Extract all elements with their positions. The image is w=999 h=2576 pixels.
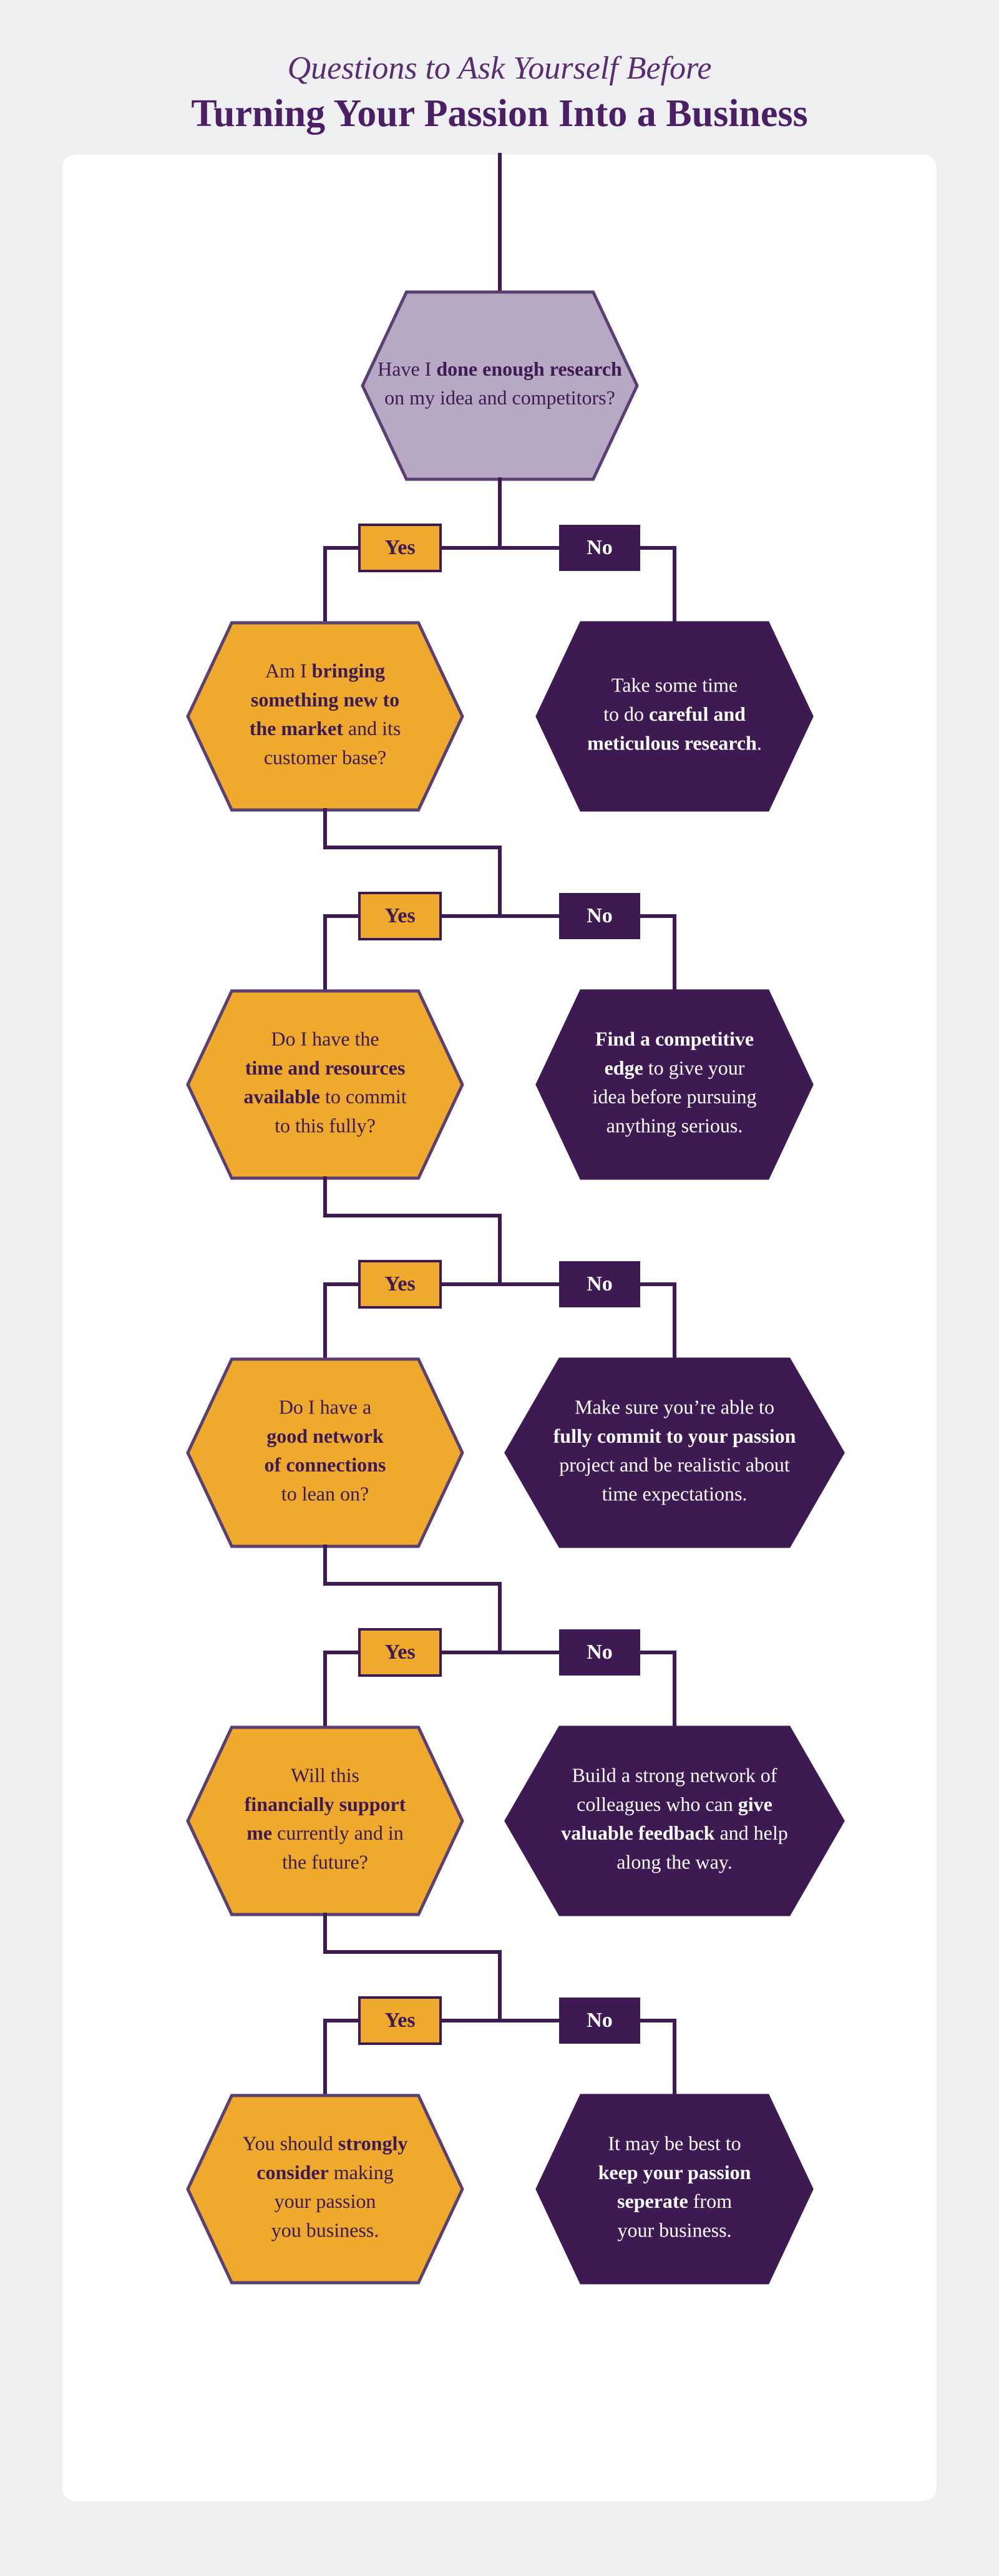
node-start: Have I done enough research on my idea an… bbox=[363, 292, 637, 479]
svg-text:on my idea and competitors?: on my idea and competitors? bbox=[384, 387, 615, 409]
svg-text:seperate from: seperate from bbox=[617, 2190, 732, 2213]
svg-text:Do I have the: Do I have the bbox=[271, 1028, 379, 1050]
yes-button: Yes bbox=[359, 1261, 441, 1307]
node-q5: Will this financially support me currently… bbox=[188, 1727, 462, 1915]
svg-text:idea before pursuing: idea before pursuing bbox=[592, 1086, 756, 1108]
svg-text:the market and its: the market and its bbox=[249, 718, 401, 740]
svg-text:your business.: your business. bbox=[617, 2219, 731, 2242]
svg-text:keep your passion: keep your passion bbox=[598, 2161, 751, 2183]
node-a3: Make sure you’re able to fully commit to … bbox=[506, 1359, 843, 1546]
svg-text:available to commit: available to commit bbox=[243, 1086, 406, 1108]
svg-text:along the way.: along the way. bbox=[616, 1851, 732, 1873]
svg-text:time and resources: time and resources bbox=[245, 1056, 405, 1079]
node-a2: Find a competitive edge to give your idea … bbox=[537, 991, 812, 1178]
svg-text:Yes: Yes bbox=[384, 2009, 415, 2032]
svg-text:Have I done enough research: Have I done enough research bbox=[378, 358, 622, 380]
yes-button: Yes bbox=[359, 1998, 441, 2044]
node-q4: Do I have a good network of connections to … bbox=[188, 1359, 462, 1546]
yes-button: Yes bbox=[359, 1629, 441, 1676]
node-q2: Am I bringing something new to the market … bbox=[188, 623, 462, 810]
svg-text:project and be realistic about: project and be realistic about bbox=[559, 1454, 790, 1476]
svg-text:Find a competitive: Find a competitive bbox=[595, 1028, 753, 1050]
svg-text:you business.: you business. bbox=[271, 2219, 378, 2242]
no-button: No bbox=[559, 525, 640, 571]
svg-text:financially support: financially support bbox=[244, 1793, 406, 1815]
svg-text:No: No bbox=[587, 1641, 613, 1664]
svg-text:Make sure you’re able to: Make sure you’re able to bbox=[575, 1396, 774, 1418]
title-line-2: Turning Your Passion Into a Business bbox=[62, 92, 937, 136]
svg-text:colleagues who can give: colleagues who can give bbox=[577, 1793, 772, 1815]
node-a4: Build a strong network of colleagues who … bbox=[506, 1727, 843, 1915]
no-button: No bbox=[559, 893, 640, 939]
svg-text:of connections: of connections bbox=[264, 1454, 386, 1476]
svg-text:consider making: consider making bbox=[256, 2161, 394, 2183]
title-line-1: Questions to Ask Yourself Before bbox=[62, 50, 937, 87]
svg-text:No: No bbox=[587, 536, 613, 559]
svg-text:to lean on?: to lean on? bbox=[281, 1483, 368, 1505]
svg-text:edge to give your: edge to give your bbox=[604, 1056, 744, 1079]
svg-text:Will this: Will this bbox=[291, 1764, 359, 1787]
svg-text:Take some time: Take some time bbox=[611, 674, 737, 696]
svg-text:meticulous research.: meticulous research. bbox=[587, 732, 762, 754]
svg-text:Do I have a: Do I have a bbox=[278, 1396, 371, 1418]
no-button: No bbox=[559, 1998, 640, 2044]
svg-text:to this fully?: to this fully? bbox=[275, 1115, 376, 1137]
svg-text:something new to: something new to bbox=[250, 688, 399, 711]
flowchart: Have I done enough research on my idea an… bbox=[100, 155, 899, 2451]
svg-text:Yes: Yes bbox=[384, 1272, 415, 1295]
svg-text:customer base?: customer base? bbox=[263, 746, 386, 769]
no-button: No bbox=[559, 1629, 640, 1676]
node-r_no: It may be best to keep your passion sepera… bbox=[537, 2095, 812, 2283]
svg-text:Yes: Yes bbox=[384, 904, 415, 927]
node-r_yes: You should strongly consider making your p… bbox=[188, 2095, 462, 2283]
svg-text:Build a strong network of: Build a strong network of bbox=[572, 1764, 777, 1787]
svg-text:your passion: your passion bbox=[274, 2190, 376, 2213]
svg-text:time expectations.: time expectations. bbox=[602, 1483, 747, 1505]
svg-text:good network: good network bbox=[266, 1425, 384, 1447]
flowchart-card: Have I done enough research on my idea an… bbox=[62, 155, 937, 2501]
svg-text:Yes: Yes bbox=[384, 1641, 415, 1664]
yes-button: Yes bbox=[359, 525, 441, 571]
svg-text:It may be best to: It may be best to bbox=[608, 2132, 741, 2155]
node-q3: Do I have the time and resources available… bbox=[188, 991, 462, 1178]
svg-text:to do careful and: to do careful and bbox=[603, 703, 746, 725]
svg-text:No: No bbox=[587, 2009, 613, 2032]
svg-text:me currently and in: me currently and in bbox=[246, 1822, 403, 1845]
svg-text:Yes: Yes bbox=[384, 536, 415, 559]
svg-text:valuable feedback and help: valuable feedback and help bbox=[561, 1822, 788, 1845]
svg-text:anything serious.: anything serious. bbox=[606, 1115, 743, 1137]
no-button: No bbox=[559, 1261, 640, 1307]
svg-text:No: No bbox=[587, 904, 613, 927]
svg-text:No: No bbox=[587, 1272, 613, 1295]
svg-text:Am I bringing: Am I bringing bbox=[265, 660, 384, 682]
svg-text:You should strongly: You should strongly bbox=[242, 2132, 407, 2155]
node-a1: Take some time to do careful and meticulou… bbox=[537, 623, 812, 810]
svg-text:the future?: the future? bbox=[282, 1851, 368, 1873]
svg-text:fully commit to your passion: fully commit to your passion bbox=[553, 1425, 796, 1447]
yes-button: Yes bbox=[359, 893, 441, 939]
